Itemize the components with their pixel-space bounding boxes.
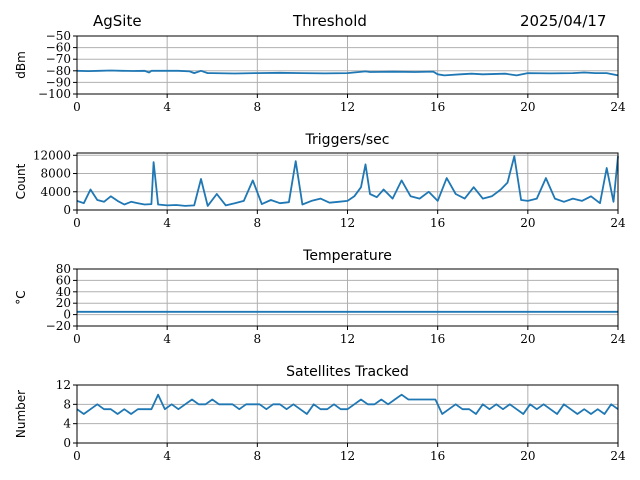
x-tick-label: 20 [520,216,535,230]
x-tick-label: 8 [254,100,262,114]
y-tick-label: 60 [56,273,71,287]
x-tick-label: 24 [610,332,626,346]
series-line-0 [76,393,619,415]
x-tick-label: 24 [610,449,626,463]
x-tick-label: 24 [610,216,626,230]
y-axis-label: dBm [14,51,28,79]
x-tick-label: 12 [340,100,355,114]
y-tick-label: 4000 [40,185,71,199]
x-tick-label: 12 [340,332,355,346]
x-tick-label: 0 [73,332,81,346]
y-tick-label: 12 [56,378,71,392]
site-name: AgSite [93,12,142,30]
y-tick-label: 12000 [33,148,71,162]
x-tick-label: 8 [254,332,262,346]
x-tick-label: 24 [610,100,626,114]
y-tick-label: −100 [38,87,71,101]
y-tick-label: 8 [63,397,71,411]
y-axis-label: °C [14,290,28,304]
x-tick-label: 4 [163,100,171,114]
y-axis-label: Number [14,390,28,438]
figure-title: Threshold [293,12,367,30]
x-tick-label: 0 [73,100,81,114]
x-tick-label: 20 [520,100,535,114]
y-tick-label: 0 [63,436,71,450]
x-tick-label: 12 [340,216,355,230]
x-tick-label: 16 [430,449,445,463]
series-line-0 [76,155,619,207]
y-tick-label: 80 [56,262,71,276]
date-label: 2025/04/17 [520,12,607,30]
y-tick-label: −90 [46,75,71,89]
x-tick-label: 4 [163,449,171,463]
series-line-0 [76,69,619,77]
x-tick-label: 16 [430,216,445,230]
y-tick-label: −50 [46,29,71,43]
y-tick-label: −80 [46,64,71,78]
x-tick-label: 4 [163,332,171,346]
panel-title: Temperature [302,248,392,264]
x-tick-label: 20 [520,449,535,463]
x-tick-label: 16 [430,100,445,114]
y-tick-label: −70 [46,52,71,66]
y-tick-label: 4 [63,417,71,431]
y-tick-label: 20 [56,296,71,310]
y-tick-label: 8000 [40,167,71,181]
y-axis-label: Count [14,163,28,199]
x-tick-label: 0 [73,449,81,463]
y-tick-label: 0 [63,203,71,217]
x-tick-label: 0 [73,216,81,230]
x-tick-label: 12 [340,449,355,463]
y-tick-label: −20 [46,319,71,333]
x-tick-label: 8 [254,216,262,230]
x-tick-label: 20 [520,332,535,346]
y-tick-label: −60 [46,41,71,55]
x-tick-label: 16 [430,332,445,346]
x-tick-label: 4 [163,216,171,230]
y-tick-label: 0 [63,308,71,322]
panel-title: Satellites Tracked [286,364,409,380]
x-tick-label: 8 [254,449,262,463]
panel-title: Triggers/sec [305,132,390,148]
y-tick-label: 40 [56,285,71,299]
